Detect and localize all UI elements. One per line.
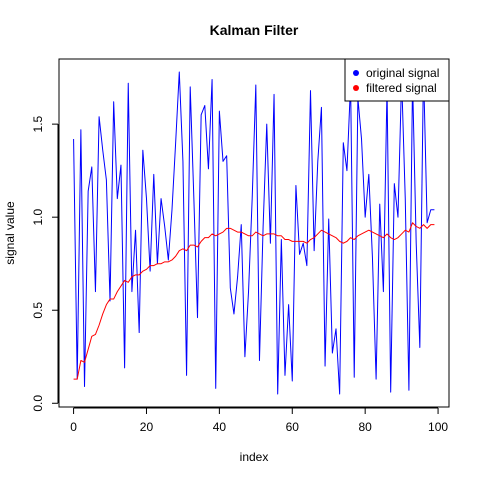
legend-original-label: original signal — [366, 66, 439, 80]
y-tick-label: 1.5 — [31, 115, 45, 132]
chart-title: Kalman Filter — [210, 22, 299, 38]
series-layer — [73, 67, 435, 395]
y-axis: 0.0 0.5 1.0 1.5 — [31, 115, 59, 412]
series-line-original-signal — [73, 67, 435, 395]
y-axis-label: signal value — [3, 201, 17, 265]
legend: original signal filtered signal — [344, 58, 450, 102]
y-tick-label: 1.0 — [31, 209, 45, 226]
legend-original-marker — [353, 70, 359, 76]
y-tick-label: 0.5 — [31, 302, 45, 319]
x-tick-label: 60 — [286, 420, 300, 434]
legend-filtered-marker — [353, 85, 359, 91]
plot-frame — [58, 58, 450, 408]
x-axis-label: index — [240, 450, 269, 464]
y-tick-label: 0.0 — [31, 395, 45, 412]
x-tick-label: 0 — [70, 420, 77, 434]
series-line-filtered-signal — [73, 222, 435, 380]
legend-filtered-label: filtered signal — [366, 81, 437, 95]
x-tick-label: 40 — [213, 420, 227, 434]
x-tick-label: 80 — [358, 420, 372, 434]
x-tick-label: 20 — [140, 420, 154, 434]
x-tick-label: 100 — [428, 420, 448, 434]
legend-box — [344, 58, 450, 102]
x-axis: 0 20 40 60 80 100 — [70, 407, 448, 434]
